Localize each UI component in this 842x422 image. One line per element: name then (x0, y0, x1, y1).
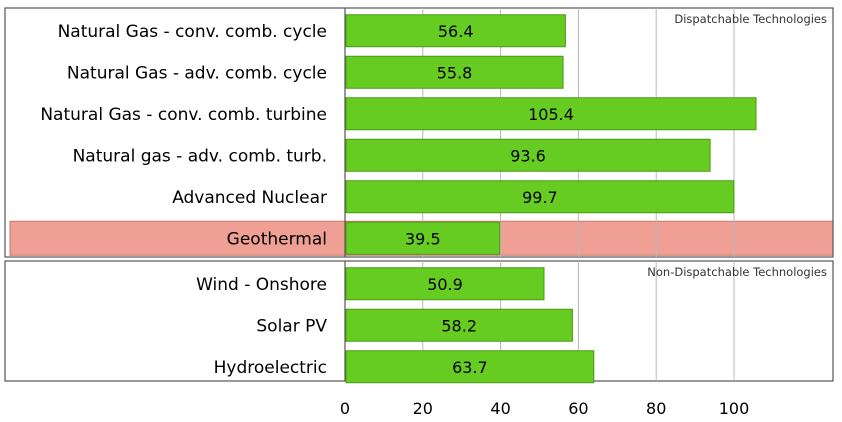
category-label: Solar PV (256, 316, 327, 336)
category-label: Wind - Onshore (196, 275, 327, 295)
data-label: 63.7 (452, 358, 488, 377)
bar (345, 14, 566, 48)
data-label: 105.4 (528, 105, 574, 124)
data-label: 56.4 (438, 22, 474, 41)
data-label: 99.7 (522, 188, 558, 207)
category-label: Advanced Nuclear (172, 188, 327, 208)
category-label: Natural Gas - conv. comb. cycle (58, 22, 327, 42)
category-label: Natural Gas - adv. comb. cycle (67, 63, 327, 83)
x-tick-label: 80 (646, 399, 666, 418)
data-label: 58.2 (441, 316, 477, 335)
category-label: Natural gas - adv. comb. turb. (73, 146, 327, 166)
bar (345, 97, 757, 131)
category-label: Geothermal (227, 229, 327, 249)
bar (345, 138, 711, 172)
x-tick-label: 0 (340, 399, 350, 418)
bar (345, 308, 573, 342)
section-frame (4, 7, 834, 258)
section-label: Dispatchable Technologies (674, 12, 827, 26)
x-tick-label: 60 (568, 399, 588, 418)
category-label: Hydroelectric (214, 358, 327, 378)
data-label: 55.8 (437, 63, 473, 82)
bar (345, 221, 501, 255)
bar (345, 180, 735, 214)
x-tick-label: 100 (719, 399, 750, 418)
bar (345, 350, 595, 384)
data-label: 39.5 (405, 229, 441, 248)
category-label: Natural Gas - conv. comb. turbine (40, 105, 327, 125)
x-tick-label: 40 (490, 399, 510, 418)
data-label: 50.9 (427, 275, 463, 294)
section-label: Non-Dispatchable Technologies (647, 265, 827, 279)
x-tick-label: 20 (413, 399, 433, 418)
bar (345, 55, 564, 89)
data-label: 93.6 (510, 146, 546, 165)
bar (345, 267, 545, 301)
